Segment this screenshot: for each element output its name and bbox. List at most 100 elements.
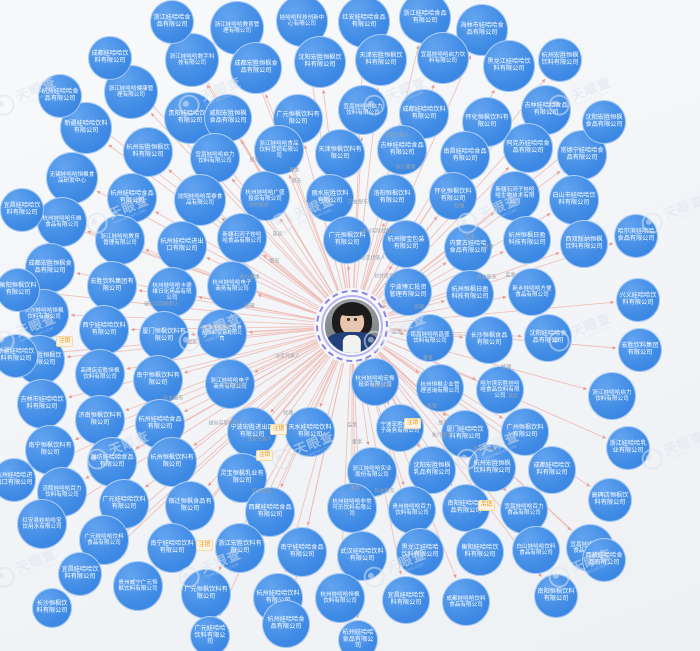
- company-node[interactable]: 衡阳恒枫饮料有限公司: [0, 268, 40, 312]
- company-node[interactable]: 宁波博汇投资管理有限公司: [384, 268, 432, 316]
- company-node[interactable]: 浙江娃哈哈教育管理有限公司: [95, 215, 145, 265]
- company-node[interactable]: 新疆石河子娃哈哈生物技术有限公司: [490, 171, 540, 221]
- company-node[interactable]: 黑龙江娃哈哈饮料有限公司: [396, 528, 444, 576]
- company-node[interactable]: 广元恒枫饮料有限公司: [323, 216, 371, 264]
- company-node[interactable]: 贵州威宁广元恒枫饮料有限公司: [113, 561, 163, 611]
- company-node[interactable]: 白山娃哈哈饮料食品有限公司: [512, 526, 560, 574]
- company-node[interactable]: 浙江娃哈哈食品饮料营销有限公司: [254, 125, 304, 175]
- company-node[interactable]: 杭州娃哈哈广盛投资有限公司: [240, 171, 290, 221]
- company-node[interactable]: 洛阳恒枫饮料有限公司: [368, 174, 416, 222]
- company-node[interactable]: 长沙恒枫饮料有限公司: [32, 588, 72, 628]
- company-node[interactable]: 成都娃哈哈饮料食品有限公司: [442, 578, 490, 626]
- company-node[interactable]: 杭州宏胜恒枫饮料有限公司: [123, 127, 173, 177]
- company-node[interactable]: 天津恒枫饮料有限公司: [315, 129, 365, 179]
- company-node[interactable]: 天水娃哈哈饮料有限公司: [285, 407, 335, 457]
- center-person-node[interactable]: [316, 290, 388, 362]
- company-node[interactable]: 宁波宏胜进出口有限公司: [227, 407, 277, 457]
- company-node[interactable]: 杭州娃哈哈乐维食品有限公司: [37, 197, 87, 247]
- company-node[interactable]: 怀化恒枫饮料有限公司: [429, 172, 477, 220]
- company-node[interactable]: 宜昌娃哈哈饮料有限公司: [58, 552, 102, 596]
- company-node[interactable]: 吉林市娃哈哈饮料有限公司: [17, 379, 67, 429]
- company-node[interactable]: 杭州娃哈哈食品有限公司: [338, 620, 378, 651]
- company-node[interactable]: 杭州娃哈哈卡德维日化用品有限公司: [147, 267, 197, 317]
- company-node[interactable]: 浙江娃哈哈启力饮料有限公司: [588, 372, 636, 420]
- company-node[interactable]: 广元恒枫饮料有限公司: [181, 569, 231, 619]
- status-badge[interactable]: 吊销: [478, 500, 496, 511]
- company-node[interactable]: 杭州顺宝包装有限公司: [382, 220, 430, 268]
- company-node[interactable]: 新疆娃哈哈饮料有限公司: [0, 334, 38, 378]
- company-node[interactable]: 西双版纳恒枫饮料有限公司: [560, 220, 608, 268]
- company-node[interactable]: 广元娃哈哈饮料有限公司: [190, 616, 230, 651]
- company-node[interactable]: 武汉娃哈哈饮料有限公司: [337, 531, 387, 581]
- company-node[interactable]: 宜昌娃哈哈启力饮料有限公司: [417, 32, 469, 84]
- company-node[interactable]: 济南恒枫饮料有限公司: [75, 395, 125, 445]
- company-node[interactable]: 杭州娃哈哈进出口有限公司: [0, 458, 36, 502]
- company-node[interactable]: 杭州娃哈哈进出口有限公司: [157, 221, 207, 271]
- company-node[interactable]: 宏胜饮料集团有限公司: [618, 328, 662, 372]
- company-node[interactable]: 浙江娃哈哈食品有限公司: [150, 0, 194, 44]
- company-node[interactable]: 哈尔滨宏胜娃哈哈食品饮料有限公司: [476, 366, 524, 414]
- company-node[interactable]: 杭州娃哈哈宏振投资有限公司: [351, 358, 399, 406]
- company-node[interactable]: 杭州娃哈哈非常可乐饮料有限公司: [327, 483, 377, 533]
- company-node[interactable]: 天津宏胜恒枫饮料有限公司: [355, 34, 407, 86]
- company-node[interactable]: 新疆石河子娃哈哈食品有限公司: [217, 213, 267, 263]
- company-node[interactable]: 贵州娃哈哈百力饮料有限公司: [388, 486, 436, 534]
- company-node[interactable]: 浙江娃哈哈乳业有限公司: [606, 426, 650, 470]
- company-node[interactable]: 杭州恒枫企业管理咨询有限公司: [416, 364, 464, 412]
- company-node[interactable]: 宜昌娃哈哈饮料有限公司: [382, 576, 430, 624]
- company-node[interactable]: 南宁恒枫饮料有限公司: [133, 355, 183, 405]
- company-node[interactable]: 杭州宏胜恒枫饮料有限公司: [468, 444, 516, 492]
- company-node[interactable]: 浙江娃哈哈电子商务有限公司: [205, 359, 255, 409]
- company-node[interactable]: 丽水宏胜饮料有限公司: [306, 174, 354, 222]
- company-node[interactable]: 南宁恒枫饮料有限公司: [25, 425, 75, 475]
- company-node[interactable]: 厦门恒枫饮料有限公司: [139, 311, 189, 361]
- company-node[interactable]: 杭州娃哈哈食品有限公司: [107, 173, 157, 223]
- company-node[interactable]: 成都娃哈哈饮料有限公司: [528, 446, 576, 494]
- company-node[interactable]: 南宁娃哈哈饮料有限公司: [147, 523, 197, 573]
- company-node[interactable]: 内蒙古娃哈哈食品有限公司: [444, 224, 492, 272]
- company-node[interactable]: 南昌娃哈哈昌盛饮料有限公司: [406, 314, 454, 362]
- company-node[interactable]: 杭州娃哈哈食品有限公司: [38, 74, 82, 118]
- company-node[interactable]: 杭州恒枫饮料有限公司: [147, 437, 197, 487]
- company-node[interactable]: 西宁娃哈哈饮料有限公司: [79, 305, 129, 355]
- company-node[interactable]: 高碑店宏胜恒枫饮料有限公司: [75, 349, 125, 399]
- status-badge[interactable]: 注销: [56, 336, 74, 347]
- company-node[interactable]: 西藏娃哈哈食品有限公司: [582, 538, 626, 582]
- company-node[interactable]: 潍坊娃哈哈食品有限公司: [87, 437, 137, 487]
- company-node[interactable]: 阿克苏娃哈哈食品有限公司: [503, 123, 553, 173]
- company-node[interactable]: 杭州娃哈哈食品有限公司: [262, 600, 310, 648]
- company-node[interactable]: 高碑店恒枫饮料有限公司: [588, 478, 632, 522]
- company-node[interactable]: 哈尔滨娃哈哈食品有限公司: [614, 214, 658, 258]
- company-node[interactable]: 长沙恒枫食品有限公司: [465, 316, 513, 364]
- company-node[interactable]: 宜昌娃哈哈启力饮料有限公司: [338, 85, 388, 135]
- company-node[interactable]: 杭州恒枫日盈科技有限公司: [503, 216, 551, 264]
- company-node[interactable]: 兴义娃哈哈饮料有限公司: [616, 278, 660, 322]
- company-node[interactable]: 浙江宏胜饮料有限公司: [215, 523, 265, 573]
- company-node[interactable]: 沈阳宏胜恒枫饮料有限公司: [294, 36, 346, 88]
- company-node[interactable]: 天津娃哈哈宏胜食品饮料贸易有限公司: [197, 309, 247, 359]
- company-node[interactable]: 红安县娃哈哈宝饮用水有限公司: [17, 499, 67, 549]
- company-node[interactable]: 衡阳娃哈哈饮料有限公司: [456, 528, 504, 576]
- company-node[interactable]: 宜昌娃哈哈饮料有限公司: [0, 188, 44, 232]
- company-node[interactable]: 杭州宏胜恒枫饮料有限公司: [538, 38, 582, 82]
- company-node[interactable]: 南宁娃哈哈食品有限公司: [277, 527, 327, 577]
- status-badge[interactable]: 注销: [256, 450, 274, 461]
- company-node[interactable]: 黑龙江娃哈哈饮料有限公司: [483, 40, 535, 92]
- company-node[interactable]: 沈阳娃哈哈荣泰食品有限公司: [174, 174, 226, 226]
- company-node[interactable]: 杭州恒枫日盈科技有限公司: [446, 270, 494, 318]
- company-node[interactable]: 沈阳娃哈哈食品有限公司: [524, 314, 572, 362]
- company-node[interactable]: 浙江娃哈哈实业股份有限公司: [347, 447, 397, 497]
- company-node[interactable]: 宏胜饮料集团有限公司: [87, 261, 137, 311]
- status-badge[interactable]: 注销: [270, 424, 288, 435]
- company-node[interactable]: 宿迁恒枫食品有限公司: [165, 481, 215, 531]
- company-node[interactable]: 成都宏胜恒枫食品有限公司: [230, 42, 282, 94]
- company-node[interactable]: 新乡娃哈哈方便食品有限公司: [508, 268, 556, 316]
- company-node[interactable]: 无锡娃哈哈恒枫食品研发中心: [46, 152, 98, 204]
- company-node[interactable]: 成都娃哈哈饮料有限公司: [88, 36, 132, 80]
- company-node[interactable]: 白山市娃哈哈饮料有限公司: [549, 175, 599, 225]
- company-node[interactable]: 杭州娃哈哈电子商务有限公司: [207, 261, 257, 311]
- company-node[interactable]: 南阳恒枫饮料有限公司: [534, 574, 578, 618]
- status-badge[interactable]: 注销: [196, 540, 214, 551]
- company-node[interactable]: 沈阳宏胜恒枫食品有限公司: [582, 100, 626, 144]
